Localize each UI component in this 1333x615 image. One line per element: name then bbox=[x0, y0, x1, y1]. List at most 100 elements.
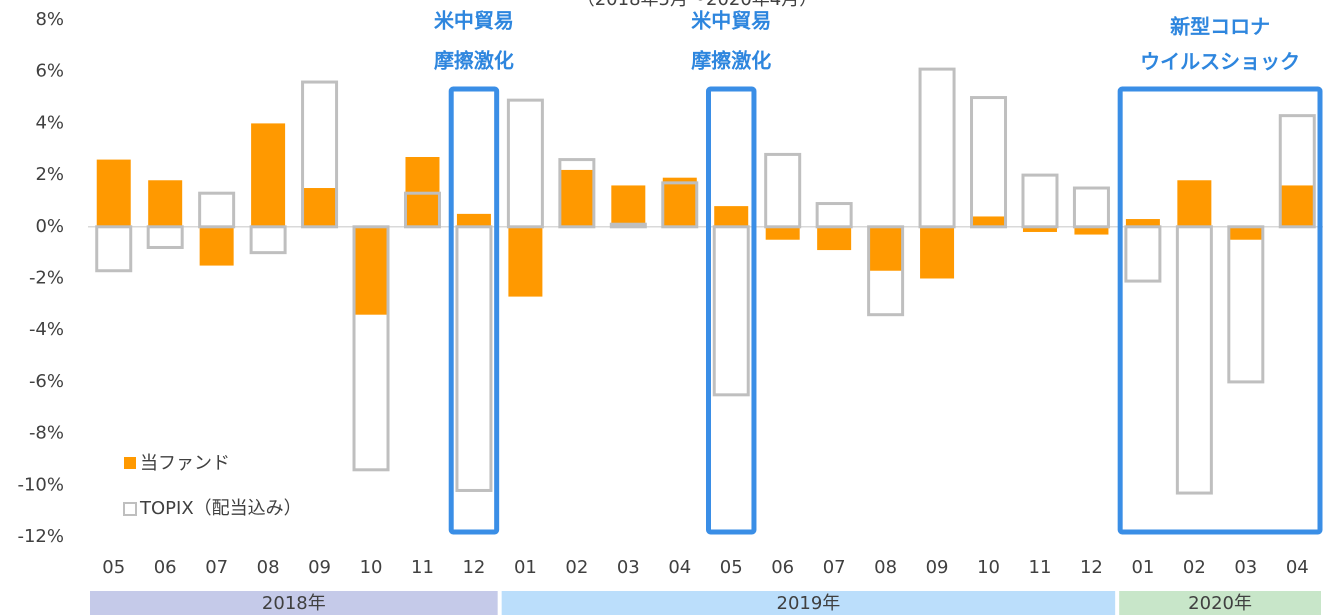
x-tick-label: 12 bbox=[462, 557, 485, 578]
year-label: 2019年 bbox=[777, 593, 841, 614]
y-tick-label: -2% bbox=[29, 268, 64, 289]
bar bbox=[302, 188, 337, 227]
highlight-box bbox=[706, 86, 757, 535]
y-tick-label: -8% bbox=[29, 423, 64, 444]
x-tick-label: 11 bbox=[411, 557, 434, 578]
year-band bbox=[1119, 591, 1321, 615]
x-tick-label: 03 bbox=[1234, 557, 1257, 578]
bar bbox=[251, 123, 286, 227]
x-tick-label: 06 bbox=[154, 557, 177, 578]
bar bbox=[868, 226, 903, 271]
legend-swatch bbox=[123, 502, 137, 516]
bar bbox=[662, 177, 697, 227]
bar bbox=[354, 226, 389, 315]
x-tick-label: 07 bbox=[823, 557, 846, 578]
legend-label: TOPIX（配当込み） bbox=[139, 498, 302, 519]
bar bbox=[714, 206, 749, 227]
bar bbox=[920, 226, 955, 279]
bar bbox=[508, 226, 543, 297]
x-tick-label: 05 bbox=[720, 557, 743, 578]
annotation: 米中貿易 bbox=[434, 9, 514, 33]
annotation: 摩擦激化 bbox=[434, 49, 514, 73]
x-tick-label: 02 bbox=[565, 557, 588, 578]
x-tick-label: 02 bbox=[1183, 557, 1206, 578]
x-tick-label: 08 bbox=[874, 557, 897, 578]
x-tick-label: 01 bbox=[1131, 557, 1154, 578]
bar bbox=[1074, 226, 1109, 235]
bar-outline bbox=[1072, 186, 1110, 229]
bar bbox=[96, 159, 131, 227]
bar-outline bbox=[661, 181, 699, 229]
y-tick-label: 8% bbox=[35, 9, 64, 30]
bar bbox=[199, 226, 234, 266]
x-tick-label: 10 bbox=[360, 557, 383, 578]
highlight-box bbox=[448, 86, 500, 535]
bar-outline bbox=[455, 225, 493, 492]
chart-subtitle: （2018年5月～2020年4月） bbox=[577, 0, 818, 10]
bar bbox=[817, 226, 852, 251]
bar-outline bbox=[1278, 114, 1316, 229]
x-tick-label: 04 bbox=[1286, 557, 1309, 578]
bar bbox=[1280, 185, 1315, 227]
bar-outline bbox=[1175, 225, 1213, 495]
year-label: 2020年 bbox=[1188, 593, 1252, 614]
bar-outline bbox=[609, 222, 647, 229]
bar bbox=[971, 216, 1006, 227]
y-tick-label: -10% bbox=[17, 474, 64, 495]
y-tick-label: -6% bbox=[29, 371, 64, 392]
x-tick-label: 04 bbox=[668, 557, 691, 578]
bar-outline bbox=[970, 96, 1008, 229]
bar-outline bbox=[712, 225, 750, 397]
bar-outline bbox=[198, 191, 236, 229]
year-band bbox=[90, 591, 498, 615]
bar bbox=[1177, 180, 1212, 227]
bar bbox=[1228, 226, 1263, 240]
x-tick-label: 09 bbox=[926, 557, 949, 578]
legend-swatch bbox=[124, 457, 136, 469]
bar-outline bbox=[506, 98, 544, 229]
bar-outline bbox=[352, 225, 390, 472]
bar-outline bbox=[815, 202, 853, 229]
bar bbox=[765, 226, 800, 240]
year-band bbox=[501, 591, 1116, 615]
bar-outline bbox=[249, 225, 287, 255]
bar-outline bbox=[1227, 225, 1265, 384]
annotation: 新型コロナ bbox=[1170, 15, 1270, 39]
annotation: ウイルスショック bbox=[1140, 50, 1300, 74]
y-tick-label: 6% bbox=[35, 61, 64, 82]
bar bbox=[1125, 219, 1160, 227]
bar bbox=[559, 169, 594, 227]
bar bbox=[611, 185, 646, 227]
bar-outline bbox=[1021, 173, 1059, 229]
bar-outline bbox=[764, 152, 802, 229]
bar bbox=[1022, 226, 1057, 232]
y-tick-label: -4% bbox=[29, 319, 64, 340]
bar-outline bbox=[403, 191, 441, 229]
x-tick-label: 05 bbox=[102, 557, 125, 578]
y-tick-label: -12% bbox=[17, 526, 64, 547]
annotation: 摩擦激化 bbox=[691, 49, 771, 73]
bar-outline bbox=[1124, 225, 1162, 283]
x-tick-label: 06 bbox=[771, 557, 794, 578]
year-label: 2018年 bbox=[262, 593, 326, 614]
x-tick-label: 10 bbox=[977, 557, 1000, 578]
x-tick-label: 08 bbox=[257, 557, 280, 578]
bar-outline bbox=[95, 225, 133, 273]
y-tick-label: 2% bbox=[35, 164, 64, 185]
bar-outline bbox=[918, 67, 956, 229]
bar bbox=[456, 213, 491, 227]
y-tick-label: 4% bbox=[35, 112, 64, 133]
x-tick-label: 12 bbox=[1080, 557, 1103, 578]
annotation: 米中貿易 bbox=[691, 9, 771, 33]
x-tick-label: 09 bbox=[308, 557, 331, 578]
bar-outline bbox=[301, 80, 339, 229]
bar bbox=[148, 180, 183, 227]
x-tick-label: 07 bbox=[205, 557, 228, 578]
bar-outline bbox=[146, 225, 184, 249]
x-tick-label: 03 bbox=[617, 557, 640, 578]
highlight-box bbox=[1117, 86, 1323, 535]
bar-outline bbox=[558, 158, 596, 229]
x-tick-label: 01 bbox=[514, 557, 537, 578]
legend-label: 当ファンド bbox=[140, 453, 230, 474]
